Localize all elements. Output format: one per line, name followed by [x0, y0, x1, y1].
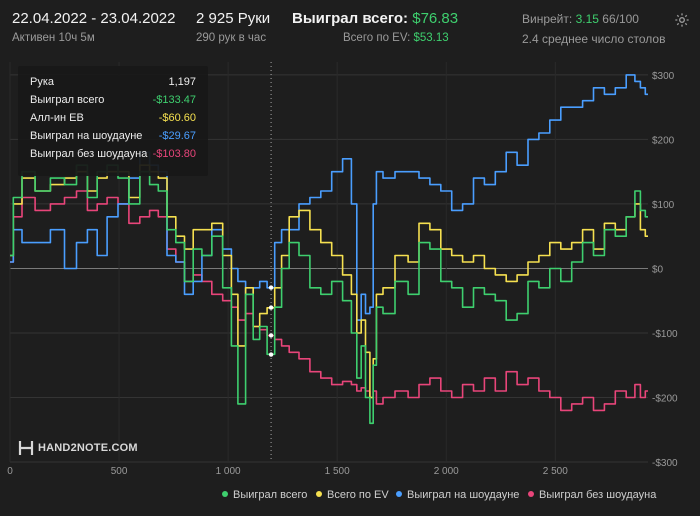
hover-dot	[268, 333, 274, 338]
y-axis-ticks: $300 $200 $100 $0 -$100 -$200 -$300	[652, 71, 678, 469]
tooltip-value: -$133.47	[152, 94, 196, 106]
y-tick-label: -$100	[652, 329, 678, 340]
tooltip-row-showdown: Выиграл на шоудауне -$29.67	[30, 130, 196, 146]
logo-text: HAND2NOTE.COM	[38, 441, 138, 454]
legend-label: Всего по EV	[327, 489, 389, 501]
h2n-logo-icon	[18, 441, 34, 455]
x-tick-label: 1 500	[325, 466, 350, 477]
tooltip-value: 1,197	[168, 76, 196, 88]
winrate-unit: 66/100	[602, 12, 639, 26]
tooltip-label: Алл-ин ЕВ	[30, 112, 84, 124]
hover-dot	[268, 285, 274, 290]
tooltip-value: -$103.80	[152, 148, 196, 160]
ev-total: Всего по EV: $53.13	[343, 32, 449, 44]
gear-icon[interactable]	[674, 12, 690, 28]
x-tick-label: 2 500	[543, 466, 568, 477]
series-line-1	[10, 164, 648, 399]
x-axis-ticks: 0 500 1 000 1 500 2 000 2 500	[7, 466, 568, 477]
legend-label: Выиграл всего	[233, 489, 308, 501]
tooltip-row-won-total: Выиграл всего -$133.47	[30, 94, 196, 110]
legend-marker	[316, 491, 322, 498]
winrate-label: Винрейт:	[522, 12, 573, 26]
legend-marker	[528, 491, 534, 498]
hover-tooltip: Рука 1,197 Выиграл всего -$133.47 Алл-ин…	[18, 66, 208, 176]
ev-total-value: $53.13	[413, 32, 449, 44]
hover-dot	[268, 352, 274, 357]
hover-cursor-dots	[268, 285, 274, 357]
legend-item-ev[interactable]: Всего по EV	[316, 489, 389, 501]
y-tick-label: $200	[652, 135, 675, 146]
x-tick-label: 500	[111, 466, 128, 477]
series-line-3	[10, 190, 648, 412]
y-tick-label: $300	[652, 71, 675, 82]
chart-legend: Выиграл всего Всего по EV Выиграл на шоу…	[0, 489, 700, 505]
date-range: 22.04.2022 - 23.04.2022	[12, 10, 176, 27]
y-tick-label: -$300	[652, 458, 678, 469]
legend-item-won-total[interactable]: Выиграл всего	[222, 489, 307, 501]
tooltip-label: Выиграл всего	[30, 94, 105, 106]
x-tick-label: 1 000	[216, 466, 241, 477]
hand2note-logo: HAND2NOTE.COM	[18, 440, 138, 456]
tooltip-value: -$60.60	[158, 112, 196, 124]
tables-average: 2.4 среднее число столов	[522, 32, 666, 46]
tooltip-label: Выиграл на шоудауне	[30, 130, 143, 142]
y-tick-label: $100	[652, 200, 675, 211]
tooltip-label: Выиграл без шоудауна	[30, 148, 148, 160]
won-total: Выиграл всего: $76.83	[292, 10, 458, 27]
series-line-0	[10, 164, 648, 425]
chart-area[interactable]: $300 $200 $100 $0 -$100 -$200 -$300 0 500 1 000 1…	[0, 52, 700, 488]
ev-total-label: Всего по EV:	[343, 32, 411, 44]
legend-label: Выиграл без шоудауна	[539, 489, 657, 501]
x-tick-label: 0	[7, 466, 13, 477]
legend-marker	[396, 491, 402, 498]
tooltip-row-allin-ev: Алл-ин ЕВ -$60.60	[30, 112, 196, 128]
legend-label: Выиграл на шоудауне	[407, 489, 520, 501]
summary-header: 22.04.2022 - 23.04.2022 Активен 10ч 5м 2…	[0, 0, 700, 52]
winrate: Винрейт: 3.15 66/100	[522, 12, 639, 26]
y-tick-label: $0	[652, 264, 664, 275]
tooltip-value: -$29.67	[158, 130, 196, 142]
legend-item-non-showdown[interactable]: Выиграл без шоудауна	[528, 489, 656, 501]
active-time: Активен 10ч 5м	[12, 32, 95, 44]
legend-item-showdown[interactable]: Выиграл на шоудауне	[396, 489, 519, 501]
y-tick-label: -$200	[652, 393, 678, 404]
won-total-value: $76.83	[412, 10, 459, 27]
hands-count: 2 925 Руки	[196, 10, 271, 27]
hands-per-hour: 290 рук в час	[196, 32, 267, 44]
legend-marker	[222, 491, 228, 498]
tooltip-row-hand: Рука 1,197	[30, 76, 196, 92]
hover-dot	[268, 305, 274, 310]
tooltip-row-non-showdown: Выиграл без шоудауна -$103.80	[30, 148, 196, 164]
tooltip-label: Рука	[30, 76, 55, 88]
winrate-value: 3.15	[575, 12, 599, 26]
won-total-label: Выиграл всего:	[292, 10, 409, 27]
x-tick-label: 2 000	[434, 466, 459, 477]
